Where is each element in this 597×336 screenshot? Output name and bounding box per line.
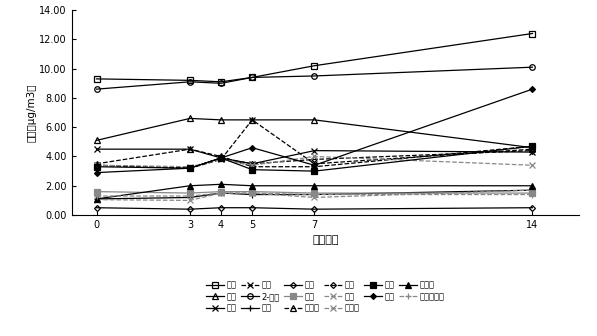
Y-axis label: 浓度（μg/m3）: 浓度（μg/m3） <box>26 83 36 142</box>
Legend: 甲醛, 乙醛, 丙酮, 丙醛, 2-丁酮, 丁醛, 戊醛, 三醛, 环己酮, 庚醛, 壬醛, 苯甲醛, 壬醛, 癸醛, 乙二醛, 苯基乙二醛: 甲醛, 乙醛, 丙酮, 丙醛, 2-丁酮, 丁醛, 戊醛, 三醛, 环己酮, 庚… <box>206 281 445 313</box>
X-axis label: 存放时间: 存放时间 <box>312 236 338 246</box>
